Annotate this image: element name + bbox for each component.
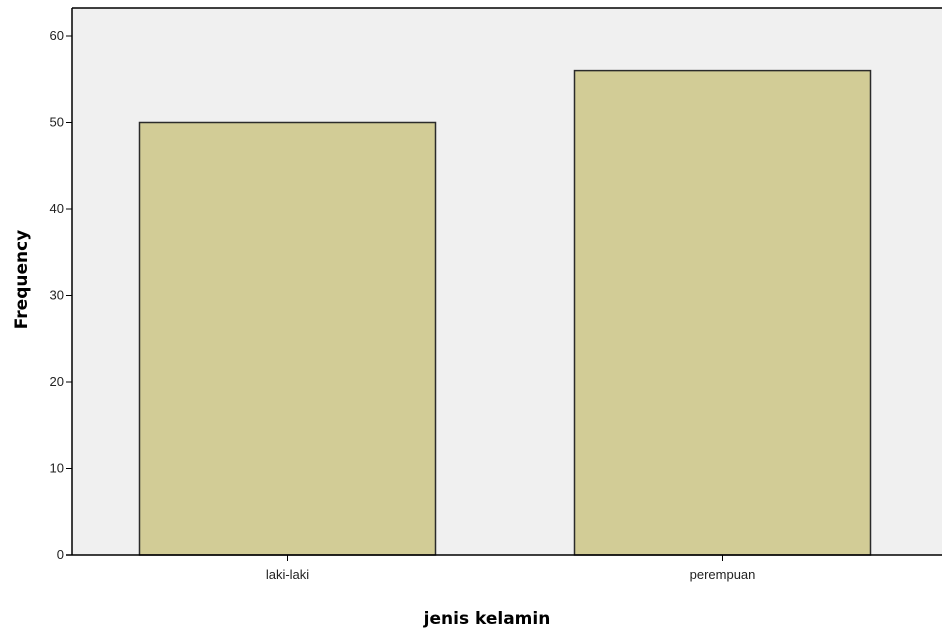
y-tick-label: 40 — [50, 201, 64, 216]
y-tick-label: 60 — [50, 28, 64, 43]
y-tick-label: 10 — [50, 461, 64, 476]
y-tick-label: 0 — [57, 547, 64, 562]
y-tick-label: 30 — [50, 288, 64, 303]
bar-laki-laki — [138, 121, 437, 556]
x-category-label: perempuan — [690, 567, 756, 582]
x-ticks-group: laki-laki perempuan — [266, 555, 756, 582]
y-ticks-group: 0 10 20 30 40 50 60 — [50, 28, 72, 562]
bar-perempuan — [573, 69, 872, 556]
y-axis-title: Frequency — [12, 230, 32, 330]
x-axis-title: jenis kelamin — [423, 609, 551, 629]
x-category-label: laki-laki — [266, 567, 309, 582]
y-tick-label: 50 — [50, 115, 64, 130]
y-tick-label: 20 — [50, 374, 64, 389]
